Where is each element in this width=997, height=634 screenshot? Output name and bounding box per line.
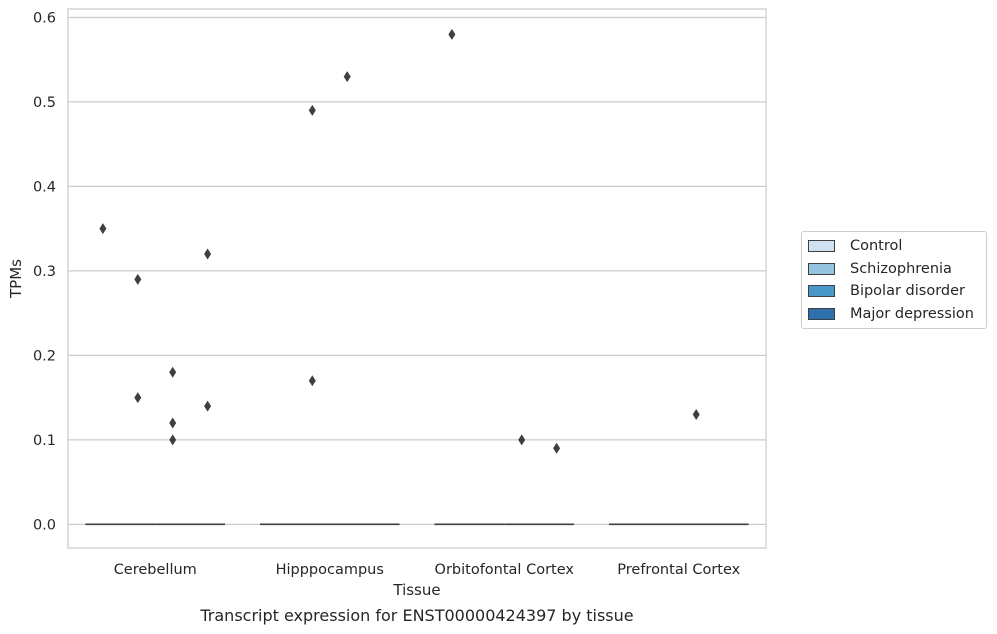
legend-label: Bipolar disorder [850, 283, 965, 300]
outlier-point [169, 434, 177, 446]
outlier-point [343, 71, 351, 83]
x-axis-ticks: Cerebellum Hipppocampus Orbitofontal Corte… [114, 562, 741, 578]
y-tick-label: 0.5 [33, 95, 56, 111]
outlier-point [134, 392, 142, 404]
outlier-point [553, 442, 561, 454]
x-tick-label: Cerebellum [114, 562, 197, 578]
y-tick-label: 0.4 [33, 179, 56, 195]
y-tick-label: 0.1 [33, 433, 56, 449]
legend-label: Major depression [850, 305, 974, 322]
outlier-point [204, 400, 212, 412]
y-tick-label: 0.0 [33, 517, 56, 533]
legend-item: Bipolar disorder [808, 280, 986, 303]
outlier-point [99, 223, 107, 235]
x-tick-label: Prefrontal Cortex [617, 562, 740, 578]
legend-item: Control [808, 235, 986, 258]
x-tick-label: Orbitofontal Cortex [435, 562, 575, 578]
x-tick-label: Hipppocampus [276, 562, 384, 578]
legend: Control Schizophrenia Bipolar disorder Majo… [801, 231, 987, 329]
outlier-point [204, 248, 212, 260]
legend-swatch [808, 262, 835, 275]
y-tick-label: 0.2 [33, 348, 56, 364]
y-tick-label: 0.3 [33, 264, 56, 280]
outlier-point [448, 28, 456, 40]
chart-caption: Transcript expression for ENST0000042439… [200, 606, 634, 625]
plot-frame [67, 8, 767, 549]
outlier-point [169, 417, 177, 429]
grid-lines [68, 16, 766, 525]
outlier-point [518, 434, 526, 446]
outlier-point [692, 409, 700, 421]
y-axis-label: TPMs [7, 259, 25, 299]
legend-item: Schizophrenia [808, 258, 986, 281]
legend-swatch [808, 240, 835, 253]
outlier-point [308, 104, 316, 116]
legend-label: Control [850, 238, 903, 255]
y-tick-label: 0.6 [33, 10, 56, 26]
outlier-point [134, 273, 142, 285]
outlier-point [169, 366, 177, 378]
outlier-point [308, 375, 316, 387]
y-axis-ticks: 0.0 0.1 0.2 0.3 0.4 0.5 0.6 [33, 10, 56, 533]
outlier-points [99, 28, 700, 454]
legend-swatch [808, 307, 835, 320]
legend-swatch [808, 285, 835, 298]
x-axis-label: Tissue [392, 581, 440, 599]
legend-label: Schizophrenia [850, 260, 952, 277]
legend-item: Major depression [808, 303, 986, 326]
